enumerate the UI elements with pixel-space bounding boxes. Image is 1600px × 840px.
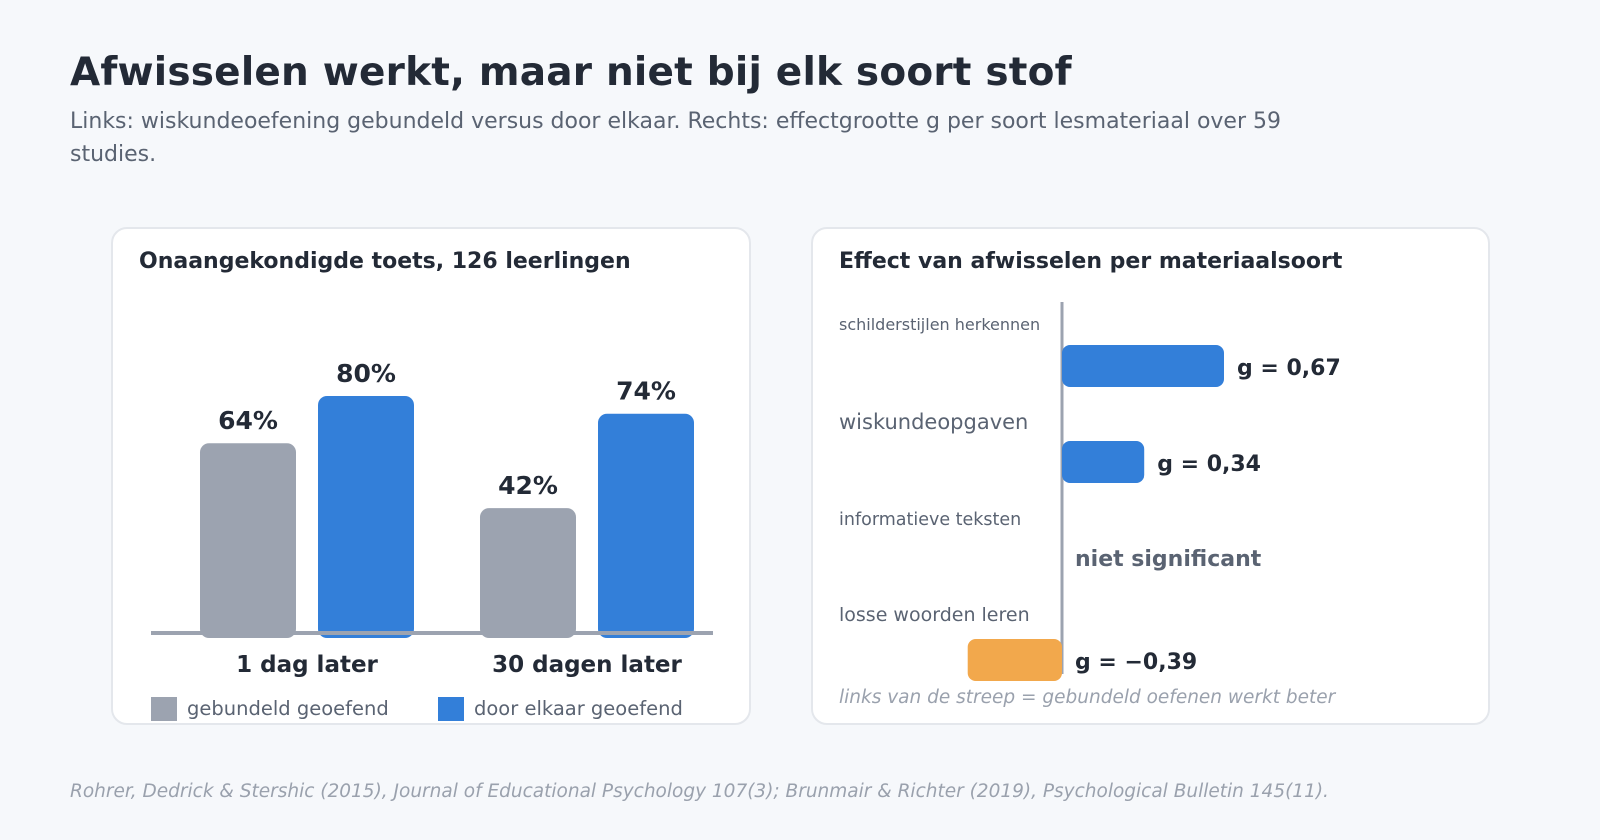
chart-note: links van de streep = gebundeld oefenen …	[839, 687, 1337, 708]
bar-value-label: 64%	[218, 406, 278, 435]
effect-value-label: g = 0,67	[1237, 356, 1341, 381]
effect-chart: schilderstijlen herkennen g = 0,67 wiskund…	[839, 302, 1341, 708]
category-label: losse woorden leren	[839, 604, 1030, 626]
legend-swatch	[438, 697, 464, 721]
effect-value-label: g = 0,34	[1157, 452, 1261, 477]
legend-label: gebundeld geoefend	[187, 697, 389, 720]
bar-chart-card: Onaangekondigde toets, 126 leerlingen 64…	[111, 227, 751, 725]
effect-bar	[1062, 441, 1145, 483]
effect-value-label: g = −0,39	[1075, 650, 1197, 675]
source-note: Rohrer, Dedrick & Stershic (2015), Journ…	[70, 781, 1329, 802]
legend-label: door elkaar geoefend	[474, 697, 683, 720]
category-label: wiskundeopgaven	[839, 410, 1028, 434]
category-label: 1 dag later	[236, 652, 378, 678]
bar	[200, 443, 296, 638]
bar	[598, 413, 694, 638]
bar-value-label: 74%	[616, 377, 676, 406]
bar	[480, 508, 576, 638]
x-axis-baseline	[151, 631, 713, 635]
zero-line	[1060, 302, 1064, 674]
bar-value-label: 80%	[336, 359, 396, 388]
bar-value-label: 42%	[498, 471, 558, 500]
category-label: schilderstijlen herkennen	[839, 315, 1040, 334]
effect-value-label: niet significant	[1075, 547, 1262, 572]
bar-chart-title: Onaangekondigde toets, 126 leerlingen	[139, 249, 631, 274]
bar	[318, 396, 414, 638]
page-title: Afwisselen werkt, maar niet bij elk soor…	[70, 50, 1072, 95]
category-label: 30 dagen later	[492, 652, 682, 678]
effect-chart-title: Effect van afwisselen per materiaalsoort	[839, 249, 1343, 274]
category-label: informatieve teksten	[839, 510, 1021, 530]
bar-chart: 64% 80% 1 dag later 42% 74% 30 dagen later geb…	[151, 359, 713, 721]
effect-chart-card: Effect van afwisselen per materiaalsoort…	[811, 227, 1490, 725]
effect-bar	[1062, 345, 1224, 387]
legend-swatch	[151, 697, 177, 721]
page-subtitle: Links: wiskundeoefening gebundeld versus…	[70, 109, 1281, 167]
effect-bar	[967, 639, 1062, 681]
